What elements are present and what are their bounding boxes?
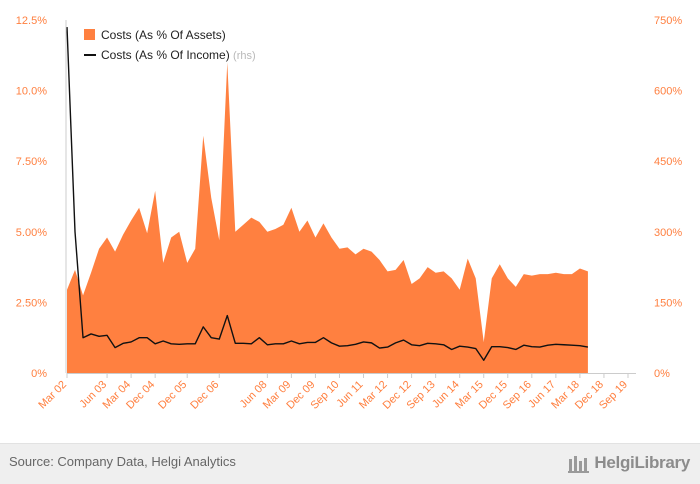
y-left-tick-label: 5.00%	[16, 227, 47, 239]
y-right-tick-label: 750%	[654, 15, 682, 27]
chart: 0% 2.50% 5.00% 7.50% 10.0% 12.5% 0% 150% 300% 45…	[16, 15, 683, 412]
series-area-costs-assets	[67, 62, 588, 374]
legend[interactable]: Costs (As % Of Assets) Costs (As % Of In…	[84, 28, 256, 62]
series-line-costs-income	[66, 27, 589, 361]
y-right-tick-label: 300%	[654, 227, 682, 239]
brand-name: HelgiLibrary	[594, 453, 690, 472]
y-left-tick-label: 10.0%	[16, 86, 47, 98]
y-right-tick-label: 600%	[654, 86, 682, 98]
legend-label-income-name: Costs (As % Of Income)	[101, 48, 230, 62]
y-right-tick-label: 0%	[654, 368, 670, 380]
y-right-tick-label: 450%	[654, 156, 682, 168]
legend-swatch-assets	[84, 29, 95, 40]
x-tick-label: Dec 05	[156, 379, 189, 412]
y-axis-left: 0% 2.50% 5.00% 7.50% 10.0% 12.5%	[16, 15, 67, 380]
y-left-tick-label: 7.50%	[16, 156, 47, 168]
legend-label-income: Costs (As % Of Income) (rhs)	[101, 48, 256, 62]
x-tick-label: Mar 02	[36, 379, 69, 412]
y-left-tick-label: 12.5%	[16, 15, 47, 27]
legend-label-assets: Costs (As % Of Assets)	[101, 28, 226, 42]
x-tick-label: Dec 06	[188, 379, 221, 412]
brand-logo[interactable]: HelgiLibrary	[568, 451, 690, 475]
legend-label-rhs: (rhs)	[233, 50, 256, 62]
y-left-tick-label: 0%	[31, 368, 47, 380]
y-right-tick-label: 150%	[654, 297, 682, 309]
footer: Source: Company Data, Helgi Analytics He…	[0, 443, 700, 484]
y-axis-right: 0% 150% 300% 450% 600% 750%	[654, 15, 682, 380]
library-icon	[568, 456, 590, 473]
source-text: Source: Company Data, Helgi Analytics	[9, 454, 236, 469]
y-left-tick-label: 2.50%	[16, 297, 47, 309]
